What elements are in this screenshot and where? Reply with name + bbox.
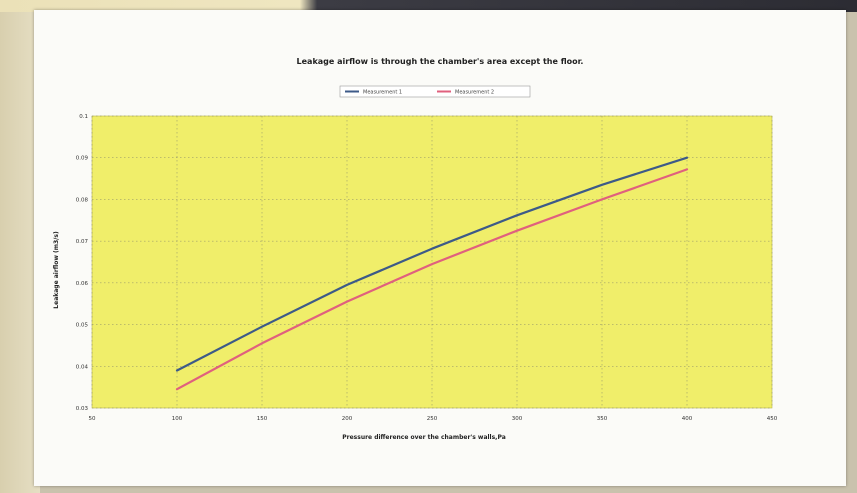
y-tick-label: 0.03 — [76, 406, 89, 412]
x-tick-label: 300 — [512, 416, 523, 422]
chart-title: Leakage airflow is through the chamber's… — [297, 57, 584, 66]
x-tick-label: 100 — [172, 416, 183, 422]
x-tick-label: 200 — [342, 416, 353, 422]
y-tick-label: 0.1 — [79, 114, 88, 120]
legend: Measurement 1 Measurement 2 — [339, 85, 531, 98]
x-tick-label: 350 — [597, 416, 608, 422]
legend-box — [339, 85, 531, 98]
series-line-2 — [175, 168, 689, 391]
x-axis-title: Pressure difference over the chamber's w… — [342, 434, 506, 441]
y-axis-title: Leakage airflow (m3/s) — [53, 231, 60, 309]
x-tick-label: 150 — [257, 416, 268, 422]
chart-card: Leakage airflow is through the chamber's… — [34, 10, 846, 486]
background-paper — [0, 0, 40, 493]
line-chart: Leakage airflow is through the chamber's… — [53, 57, 778, 441]
series-line-1 — [175, 156, 689, 372]
y-tick-label: 0.06 — [76, 281, 89, 287]
x-tick-label: 450 — [767, 416, 778, 422]
x-tick-label: 250 — [427, 416, 438, 422]
y-tick-label: 0.05 — [76, 323, 89, 329]
y-tick-label: 0.08 — [76, 197, 89, 203]
legend-label: Measurement 2 — [455, 90, 494, 96]
y-tick-label: 0.04 — [76, 364, 89, 370]
x-tick-label: 400 — [682, 416, 693, 422]
y-tick-label: 0.07 — [76, 239, 89, 245]
y-tick-label: 0.09 — [76, 156, 89, 162]
x-tick-label: 50 — [89, 416, 96, 422]
legend-label: Measurement 1 — [363, 90, 402, 96]
background-strip — [0, 0, 857, 12]
